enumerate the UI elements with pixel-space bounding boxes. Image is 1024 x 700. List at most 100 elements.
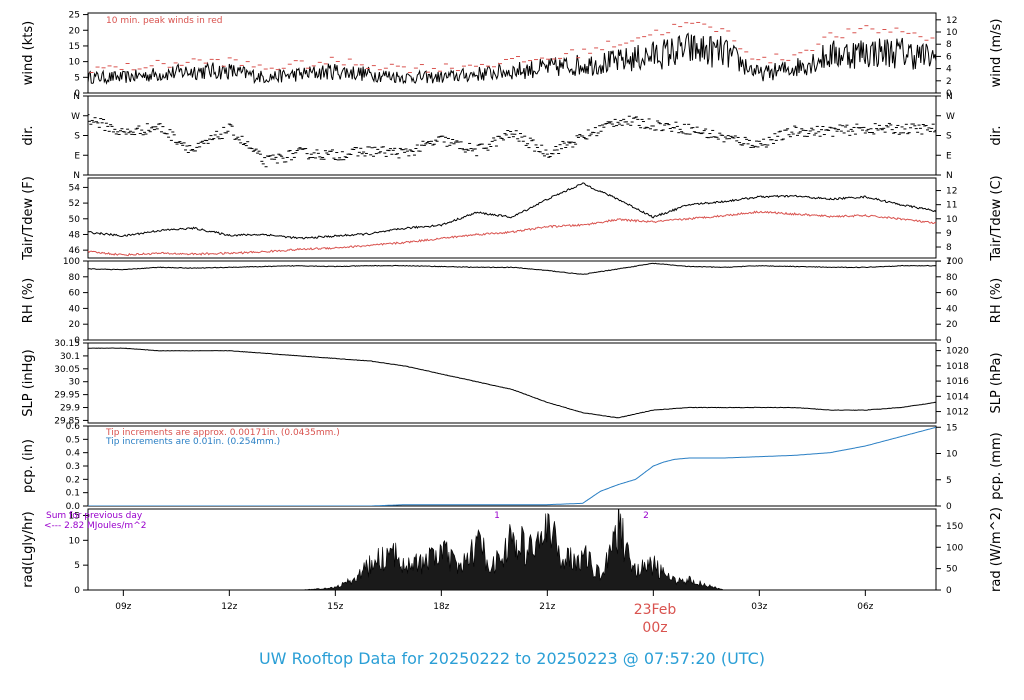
left-tick-label: 15 bbox=[69, 42, 80, 52]
panel-frame bbox=[87, 12, 937, 94]
right-tick-label: S bbox=[946, 132, 952, 142]
left-tick-label: 100 bbox=[63, 257, 80, 267]
right-tick-label: 1020 bbox=[946, 347, 969, 357]
left-tick-label: 20 bbox=[69, 320, 81, 330]
left-tick-label: 20 bbox=[69, 26, 81, 36]
left-tick-label: 60 bbox=[69, 289, 81, 299]
panel-frame bbox=[87, 177, 937, 259]
y-axis-label-right: SLP (hPa) bbox=[989, 352, 1004, 413]
left-tick-label: S bbox=[74, 132, 80, 142]
left-tick-label: 0.2 bbox=[66, 475, 80, 485]
left-tick-label: 0.5 bbox=[66, 435, 80, 445]
right-tick-label: 80 bbox=[946, 273, 958, 283]
right-tick-label: 0 bbox=[946, 586, 952, 596]
right-tick-label: 40 bbox=[946, 304, 958, 314]
left-tick-label: 30.1 bbox=[60, 352, 80, 362]
panel-temp: 46 48 50 52 54 7 8 9 10 11 12 Tair/Tdew (F) Tair/Tde… bbox=[21, 175, 1004, 267]
right-tick-label: 1018 bbox=[946, 362, 969, 372]
time-tick-label: 21z bbox=[539, 602, 555, 612]
panel-rh: 0 20 40 60 80 100 0 20 40 60 80 100 RH (%) RH (%) bbox=[21, 257, 1004, 346]
left-tick-label: 52 bbox=[69, 199, 80, 209]
right-tick-label: 1012 bbox=[946, 408, 969, 418]
footer-title: UW Rooftop Data for 20250222 to 20250223… bbox=[259, 649, 765, 668]
y-axis-label-right: Tair/Tdew (C) bbox=[989, 175, 1004, 261]
left-tick-label: 0.6 bbox=[66, 422, 81, 432]
y-axis-label-left: wind (kts) bbox=[21, 21, 36, 85]
series-radiation-area bbox=[88, 509, 936, 590]
time-tick-label: 03z bbox=[751, 602, 767, 612]
right-tick-label: 11 bbox=[946, 201, 957, 211]
plot-area bbox=[88, 347, 936, 419]
left-tick-label: 30 bbox=[69, 378, 81, 388]
left-tick-label: 25 bbox=[69, 11, 80, 21]
left-tick-label: 0.1 bbox=[66, 489, 80, 499]
time-tick-label: 15z bbox=[327, 602, 343, 612]
series-Tair-line bbox=[88, 182, 936, 240]
left-tick-label: 0 bbox=[74, 586, 80, 596]
right-tick-label: 60 bbox=[946, 289, 958, 299]
plot-area bbox=[88, 182, 936, 257]
right-tick-label: N bbox=[946, 92, 953, 102]
y-axis-label-left: RH (%) bbox=[21, 278, 36, 323]
left-tick-label: 10 bbox=[69, 536, 81, 546]
left-tick-label: 40 bbox=[69, 304, 81, 314]
left-tick-label: N bbox=[73, 92, 80, 102]
left-tick-label: 0.4 bbox=[66, 449, 81, 459]
time-axis: 09z 12z 15z 18z 21z 03z 06z bbox=[115, 590, 874, 612]
left-tick-label: E bbox=[74, 151, 80, 161]
y-axis-label-right: dir. bbox=[989, 125, 1004, 145]
pcp-note-2: Tip increments are 0.01in. (0.254mm.) bbox=[105, 437, 280, 447]
right-tick-label: 9 bbox=[946, 229, 952, 239]
right-tick-label: 100 bbox=[946, 543, 963, 553]
wind-annotation: 10 min. peak winds in red bbox=[106, 16, 223, 26]
plot-area bbox=[88, 114, 936, 168]
right-tick-label: 0 bbox=[946, 502, 952, 512]
right-tick-label: 10 bbox=[946, 450, 958, 460]
right-tick-label: E bbox=[946, 151, 952, 161]
right-tick-label: N bbox=[946, 171, 953, 181]
left-tick-label: 15 bbox=[69, 511, 80, 521]
right-tick-label: 5 bbox=[946, 476, 952, 486]
right-tick-label: 0 bbox=[946, 89, 952, 99]
left-tick-label: 0 bbox=[74, 336, 80, 346]
right-tick-label: 150 bbox=[946, 522, 963, 532]
y-axis-label-left: dir. bbox=[21, 125, 36, 145]
left-tick-label: N bbox=[73, 171, 80, 181]
right-tick-label: 15 bbox=[946, 423, 957, 433]
left-tick-label: 80 bbox=[69, 273, 81, 283]
y-axis-label-left: Tair/Tdew (F) bbox=[21, 176, 36, 261]
right-tick-label: 1014 bbox=[946, 392, 969, 402]
pcp-note-1: Tip increments are approx. 0.00171in. (0… bbox=[105, 428, 340, 438]
right-tick-label: 8 bbox=[946, 243, 952, 253]
left-tick-label: W bbox=[71, 112, 80, 122]
y-axis-label-right: pcp. (mm) bbox=[989, 432, 1004, 499]
time-tick-label: 09z bbox=[115, 602, 131, 612]
plot-area bbox=[88, 426, 936, 506]
rad-sum-label: Sum for previous day bbox=[46, 511, 143, 521]
right-tick-label: 8 bbox=[946, 40, 952, 50]
time-tick-label: 06z bbox=[857, 602, 873, 612]
rad-marker-1: 1 bbox=[494, 511, 500, 521]
left-tick-label: 54 bbox=[69, 183, 81, 193]
time-tick-label: 18z bbox=[433, 602, 449, 612]
series-pcp-line bbox=[88, 426, 936, 506]
left-tick-label: 30.15 bbox=[54, 339, 80, 349]
rad-sum-value: <--- 2.82 MJoules/m^2 bbox=[44, 521, 146, 531]
left-tick-label: 48 bbox=[69, 230, 81, 240]
right-tick-label: 4 bbox=[946, 65, 952, 75]
right-tick-label: 10 bbox=[946, 215, 958, 225]
series-Tdew-line bbox=[88, 210, 936, 257]
right-tick-label: 6 bbox=[946, 52, 952, 62]
right-tick-label: 10 bbox=[946, 28, 958, 38]
plot-area bbox=[88, 509, 936, 590]
left-tick-label: 5 bbox=[74, 561, 80, 571]
left-tick-label: 10 bbox=[69, 58, 81, 68]
left-tick-label: 0 bbox=[74, 89, 80, 99]
series-wind-line bbox=[88, 32, 936, 85]
panel-frame bbox=[87, 260, 937, 341]
right-tick-label: 12 bbox=[946, 16, 957, 26]
right-tick-label: 20 bbox=[946, 320, 958, 330]
